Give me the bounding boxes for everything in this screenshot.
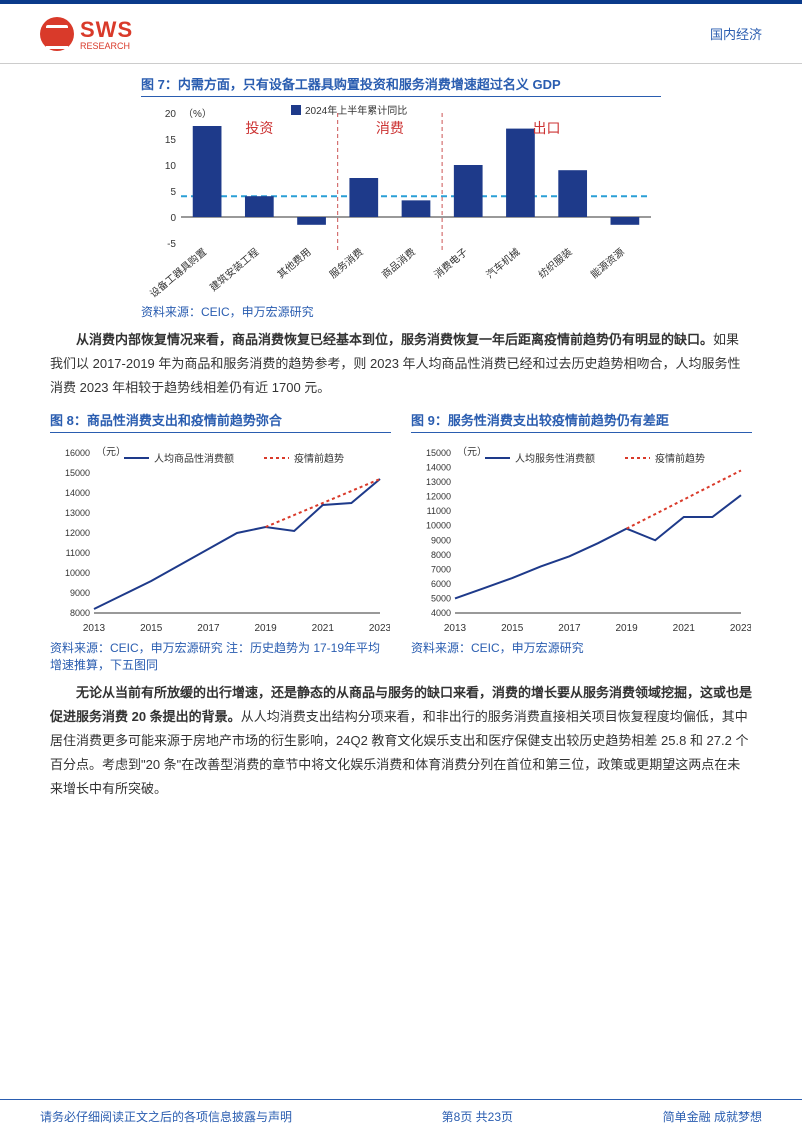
svg-text:20: 20 [165, 109, 177, 120]
svg-text:13000: 13000 [65, 508, 90, 518]
svg-text:0: 0 [170, 213, 176, 224]
svg-text:2015: 2015 [501, 623, 524, 634]
figure-9-source: 资料来源：CEIC，申万宏源研究 [411, 639, 752, 656]
figure-7-chart: -5 0 5 10 15 20 （%） 2024年上半年累计同比设备工器具购置建筑安装工程其他… [141, 101, 661, 301]
svg-text:5000: 5000 [431, 594, 451, 604]
svg-text:14000: 14000 [65, 488, 90, 498]
svg-text:2013: 2013 [83, 623, 106, 634]
svg-text:设备工器具购置: 设备工器具购置 [147, 245, 209, 300]
svg-text:疫情前趋势: 疫情前趋势 [294, 452, 344, 465]
svg-text:其他费用: 其他费用 [274, 245, 313, 281]
logo-text: SWS [80, 17, 133, 43]
svg-text:2023: 2023 [369, 623, 390, 634]
svg-text:消费: 消费 [376, 120, 404, 136]
svg-text:能源资源: 能源资源 [588, 245, 627, 281]
footer-page-number: 第8页 共23页 [442, 1108, 513, 1125]
svg-text:2023: 2023 [730, 623, 751, 634]
svg-text:4000: 4000 [431, 608, 451, 618]
page-content: 图 7：内需方面，只有设备工器具购置投资和服务消费增速超过名义 GDP -5 0 5… [0, 64, 802, 801]
paragraph-1: 从消费内部恢复情况来看，商品消费恢复已经基本到位，服务消费恢复一年后距离疫情前趋… [50, 328, 752, 400]
svg-text:9000: 9000 [431, 535, 451, 545]
svg-text:13000: 13000 [426, 477, 451, 487]
svg-text:2015: 2015 [140, 623, 163, 634]
svg-text:出口: 出口 [533, 120, 561, 136]
svg-text:15000: 15000 [65, 468, 90, 478]
svg-text:建筑安装工程: 建筑安装工程 [207, 245, 261, 294]
svg-text:-5: -5 [167, 239, 176, 250]
logo-icon [40, 17, 74, 51]
paragraph-1-bold: 从消费内部恢复情况来看，商品消费恢复已经基本到位，服务消费恢复一年后距离疫情前趋… [76, 332, 713, 347]
svg-text:2017: 2017 [558, 623, 581, 634]
paragraph-2: 无论从当前有所放缓的出行增速，还是静态的从商品与服务的缺口来看，消费的增长要从服… [50, 681, 752, 801]
svg-text:7000: 7000 [431, 565, 451, 575]
svg-text:（元）: （元） [96, 446, 126, 458]
svg-text:汽车机械: 汽车机械 [483, 245, 522, 281]
svg-text:2013: 2013 [444, 623, 467, 634]
svg-text:疫情前趋势: 疫情前趋势 [655, 452, 705, 465]
svg-text:8000: 8000 [431, 550, 451, 560]
svg-text:投资: 投资 [245, 120, 273, 136]
svg-text:2019: 2019 [254, 623, 277, 634]
svg-text:6000: 6000 [431, 579, 451, 589]
figure-9-chart: 4000 5000 6000 7000 8000 9000 10000 11000 12000 1… [411, 437, 752, 637]
footer-slogan: 简单金融 成就梦想 [663, 1108, 762, 1125]
svg-text:15: 15 [165, 135, 177, 146]
figure-8-9-row: 图 8：商品性消费支出和疫情前趋势弥合 8000 9000 10000 11000 12… [50, 410, 752, 673]
svg-text:（%）: （%） [183, 108, 212, 120]
svg-text:11000: 11000 [66, 548, 90, 558]
svg-text:14000: 14000 [426, 463, 451, 473]
figure-8-source: 资料来源：CEIC，申万宏源研究 注：历史趋势为 17-19年平均增速推算，下五… [50, 639, 391, 673]
svg-text:12000: 12000 [426, 492, 451, 502]
svg-text:服务消费: 服务消费 [327, 245, 366, 281]
logo-subtext: RESEARCH [80, 41, 133, 51]
svg-text:（元）: （元） [457, 446, 487, 458]
figure-9: 图 9：服务性消费支出较疫情前趋势仍有差距 4000 5000 6000 7000 80… [411, 410, 752, 673]
figure-9-title: 图 9：服务性消费支出较疫情前趋势仍有差距 [411, 410, 752, 433]
figure-8: 图 8：商品性消费支出和疫情前趋势弥合 8000 9000 10000 11000 12… [50, 410, 391, 673]
svg-text:纺织服装: 纺织服装 [536, 245, 575, 281]
figure-7-title: 图 7：内需方面，只有设备工器具购置投资和服务消费增速超过名义 GDP [141, 74, 661, 97]
svg-text:消费电子: 消费电子 [431, 245, 470, 281]
svg-text:10000: 10000 [65, 568, 90, 578]
svg-text:8000: 8000 [70, 608, 90, 618]
svg-text:2024年上半年累计同比: 2024年上半年累计同比 [305, 104, 407, 117]
logo-text-wrap: SWS RESEARCH [80, 17, 133, 51]
svg-text:人均服务性消费额: 人均服务性消费额 [515, 452, 595, 465]
svg-text:10: 10 [165, 161, 177, 172]
svg-text:11000: 11000 [427, 506, 451, 516]
svg-text:9000: 9000 [70, 588, 90, 598]
svg-text:人均商品性消费额: 人均商品性消费额 [154, 452, 234, 465]
figure-8-chart: 8000 9000 10000 11000 12000 13000 14000 15000 16… [50, 437, 391, 637]
svg-text:2021: 2021 [312, 623, 335, 634]
page-footer: 请务必仔细阅读正文之后的各项信息披露与声明 第8页 共23页 简单金融 成就梦想 [0, 1099, 802, 1133]
page-header: SWS RESEARCH 国内经济 [0, 4, 802, 64]
svg-text:2017: 2017 [197, 623, 220, 634]
figure-7-source: 资料来源：CEIC，申万宏源研究 [141, 303, 661, 320]
logo: SWS RESEARCH [40, 17, 133, 51]
svg-text:5: 5 [170, 187, 176, 198]
figure-7: 图 7：内需方面，只有设备工器具购置投资和服务消费增速超过名义 GDP -5 0 5… [141, 74, 661, 320]
svg-text:2019: 2019 [615, 623, 638, 634]
svg-text:商品消费: 商品消费 [379, 245, 418, 281]
svg-text:10000: 10000 [426, 521, 451, 531]
footer-disclaimer: 请务必仔细阅读正文之后的各项信息披露与声明 [40, 1108, 292, 1125]
svg-text:12000: 12000 [65, 528, 90, 538]
header-category: 国内经济 [710, 24, 762, 43]
figure-8-title: 图 8：商品性消费支出和疫情前趋势弥合 [50, 410, 391, 433]
svg-text:15000: 15000 [426, 448, 451, 458]
svg-text:16000: 16000 [65, 448, 90, 458]
svg-text:2021: 2021 [673, 623, 696, 634]
